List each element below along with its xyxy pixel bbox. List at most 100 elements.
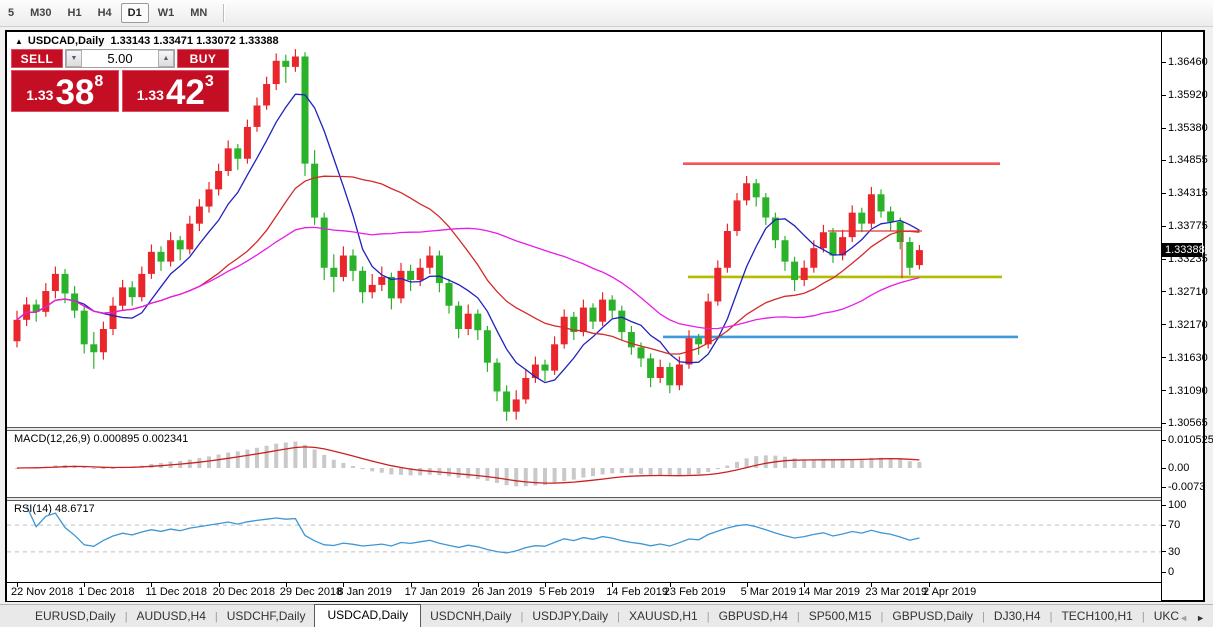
chart-ohlc-quotes: 1.33143 1.33471 1.33072 1.33388: [110, 35, 279, 47]
axis-tick: [1162, 192, 1166, 194]
timeframe-button-MN[interactable]: MN: [190, 7, 208, 19]
timeframe-button-W1[interactable]: W1: [157, 7, 175, 19]
moving-average-line: [16, 226, 920, 330]
chart-tab-GBPUSD-Daily[interactable]: GBPUSD,Daily: [892, 609, 974, 623]
axis-label: 1.33775: [1168, 220, 1208, 233]
chart-tab-TECH100-H1[interactable]: TECH100,H1: [1061, 609, 1133, 623]
axis-label: 1.32170: [1168, 318, 1208, 331]
tab-scroll-right-icon[interactable]: ►: [1196, 613, 1205, 623]
one-click-trading-panel: SELL ▼ 5.00 ▲ BUY 1.33 38 8 1.33 4: [11, 49, 229, 112]
date-axis-label: 17 Jan 2019: [404, 586, 466, 598]
pane-divider[interactable]: [7, 427, 1161, 431]
axis-label: 100: [1168, 499, 1187, 511]
tab-separator: |: [214, 611, 218, 623]
axis-tick: [1162, 94, 1166, 96]
axis-label: 1.32710: [1168, 285, 1208, 298]
pane-divider[interactable]: [7, 497, 1161, 501]
axis-label: 0.00: [1168, 462, 1190, 474]
sell-price-sup: 8: [94, 73, 104, 90]
axis-tick: [1162, 61, 1166, 63]
axis-tick: [1162, 324, 1166, 326]
volume-decrease-icon[interactable]: ▼: [66, 50, 82, 67]
date-axis-label: 23 Feb 2019: [663, 586, 726, 598]
chart-tab-bar: EURUSD,Daily | AUDUSD,H4 | USDCHF,Daily USDCA…: [0, 604, 1213, 627]
volume-spinner: ▼ 5.00 ▲: [65, 49, 175, 68]
chart-tab-AUDUSD-H4[interactable]: AUDUSD,H4: [136, 609, 206, 623]
chart-tab-UKC[interactable]: UKC: [1153, 609, 1180, 623]
date-tick: [17, 583, 18, 587]
date-tick: [285, 583, 287, 587]
macd-label: MACD(12,26,9) 0.000895 0.002341: [14, 433, 189, 445]
volume-increase-icon[interactable]: ▲: [158, 50, 174, 67]
candlestick-chart[interactable]: [7, 32, 1161, 427]
date-tick: [746, 583, 748, 587]
chart-tab-SP500-M15[interactable]: SP500,M15: [808, 609, 872, 623]
date-tick: [545, 583, 546, 587]
axis-label: 0.010525: [1168, 434, 1213, 447]
macd-indicator-pane[interactable]: MACD(12,26,9) 0.000895 0.002341: [7, 431, 1161, 497]
axis-tick: [1162, 357, 1166, 359]
chart-tab-GBPUSD-H4[interactable]: GBPUSD,H4: [718, 609, 788, 623]
date-tick: [929, 583, 930, 587]
chart-tab-EURUSD-Daily[interactable]: EURUSD,Daily: [35, 609, 116, 623]
rsi-chart[interactable]: [7, 501, 1161, 581]
collapse-panel-icon[interactable]: ▲: [15, 37, 23, 46]
chart-tab-XAUUSD-H1[interactable]: XAUUSD,H1: [629, 609, 698, 623]
axis-label: 1.34315: [1168, 187, 1208, 200]
buy-price-sup: 3: [204, 73, 214, 90]
rsi-label: RSI(14) 48.6717: [14, 503, 95, 515]
buy-button[interactable]: BUY: [177, 49, 229, 68]
chart-tab-USDCAD-Daily[interactable]: USDCAD,Daily: [314, 604, 422, 627]
buy-price-prefix: 1.33: [136, 87, 164, 103]
tab-scroll-left-icon[interactable]: ◄: [1179, 613, 1189, 623]
date-axis-label: 14 Feb 2019: [606, 586, 668, 598]
date-axis-label: 1 Dec 2018: [78, 586, 135, 598]
date-axis-label: 11 Dec 2018: [145, 586, 207, 598]
axis-label: 1.36460: [1168, 56, 1208, 68]
timeframe-button-H4[interactable]: H4: [97, 7, 112, 19]
buy-price-panel[interactable]: 1.33 42 3: [121, 70, 229, 112]
tab-separator: |: [520, 611, 524, 623]
tab-separator: |: [1141, 611, 1145, 623]
price-axis-column: 1.33388 1.36460 1.35920 1.35380 1.34855 1.34…: [1161, 32, 1213, 600]
date-axis-label: 2 Apr 2019: [923, 586, 977, 598]
axis-tick: [1162, 467, 1166, 469]
date-axis-label: 8 Jan 2019: [337, 586, 392, 598]
timeframe-button-D1[interactable]: D1: [120, 3, 149, 23]
chart-tab-DJ30-H4[interactable]: DJ30,H4: [993, 609, 1041, 623]
buy-price-big: 42: [165, 72, 205, 112]
axis-tick: [1162, 524, 1166, 526]
timeframe-button-H1[interactable]: H1: [67, 7, 82, 19]
toolbar-separator: [223, 4, 226, 22]
chart-tab-USDCNH-Daily[interactable]: USDCNH,Daily: [430, 609, 512, 623]
axis-tick: [1162, 571, 1166, 573]
sell-price-prefix: 1.33: [26, 87, 54, 103]
sell-price-panel[interactable]: 1.33 38 8: [11, 70, 119, 112]
date-tick: [804, 583, 806, 587]
volume-input[interactable]: 5.00: [107, 51, 133, 66]
axis-label: 1.31630: [1168, 351, 1208, 364]
date-axis-label: 29 Dec 2018: [279, 586, 343, 598]
date-axis-label: 22 Nov 2018: [11, 586, 74, 598]
chart-tab-USDCHF-Daily[interactable]: USDCHF,Daily: [226, 609, 306, 623]
date-tick: [669, 583, 671, 587]
axis-tick: [1162, 504, 1166, 506]
current-price-tag: 1.33388: [1162, 243, 1205, 258]
axis-label: 1.35380: [1168, 122, 1208, 135]
date-axis-label: 23 Mar 2019: [865, 586, 928, 598]
axis-label: 1.31090: [1168, 384, 1208, 397]
timeframe-button-5[interactable]: 5: [8, 7, 15, 19]
macd-chart[interactable]: [7, 431, 1161, 497]
timeframe-button-M30[interactable]: M30: [30, 7, 52, 19]
chart-tab-USDJPY-Daily[interactable]: USDJPY,Daily: [532, 609, 609, 623]
tab-separator: |: [796, 611, 800, 623]
tab-separator: |: [617, 611, 621, 623]
tab-separator: |: [1049, 611, 1053, 623]
axis-tick: [1162, 225, 1166, 227]
sell-price-big: 38: [55, 72, 95, 112]
axis-label: 70: [1168, 519, 1181, 532]
rsi-indicator-pane[interactable]: RSI(14) 48.6717: [7, 501, 1161, 581]
date-axis-label: 26 Jan 2019: [471, 586, 533, 598]
main-chart-pane[interactable]: ▲ USDCAD,Daily 1.33143 1.33471 1.33072 1.…: [7, 32, 1161, 427]
sell-button[interactable]: SELL: [11, 49, 63, 68]
